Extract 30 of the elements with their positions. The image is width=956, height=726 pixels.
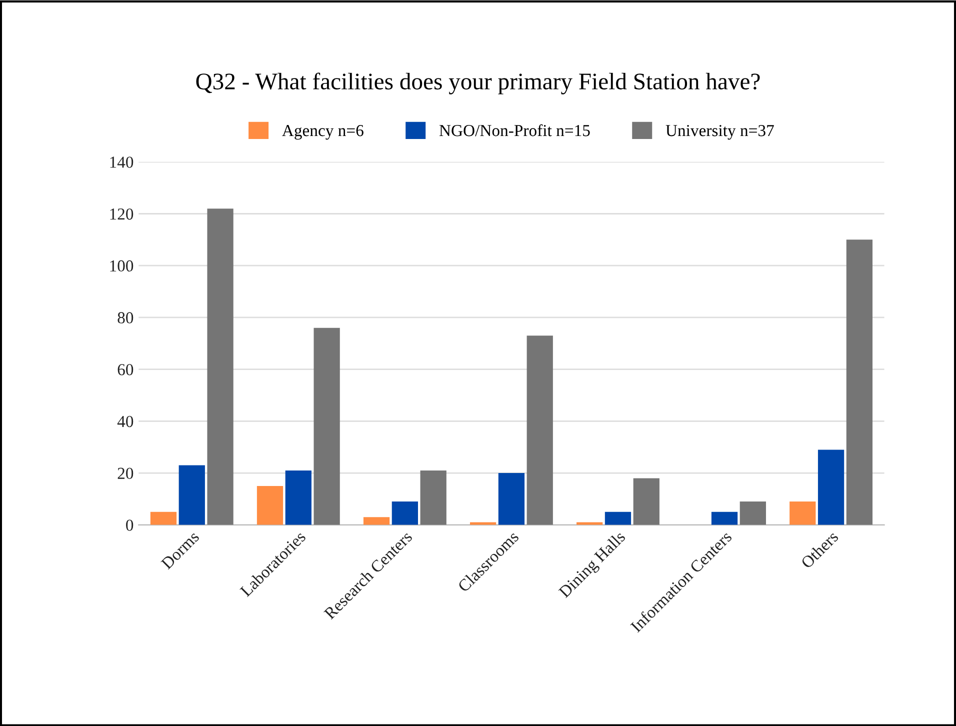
bar <box>363 517 390 525</box>
y-tick-label: 120 <box>110 208 134 220</box>
y-tick-label: 100 <box>110 260 134 272</box>
y-tick-label: 0 <box>126 520 134 531</box>
y-tick-label: 80 <box>118 312 134 324</box>
bar <box>498 473 525 525</box>
y-tick-label: 140 <box>110 156 134 168</box>
bar <box>256 486 284 525</box>
legend-label: Agency n=6 <box>282 125 364 140</box>
legend-label: NGO/Non-Profit n=15 <box>439 124 590 136</box>
bar <box>740 502 766 525</box>
bar <box>314 328 340 525</box>
y-tick-label: 20 <box>118 468 134 479</box>
bar <box>285 470 312 525</box>
bar <box>604 512 632 525</box>
bar <box>420 470 446 525</box>
bar <box>633 478 660 525</box>
legend-label: University n=37 <box>666 125 774 140</box>
chart-title: Q32 - What facilities does your primary Field Station have? <box>196 72 760 94</box>
bar <box>790 502 816 525</box>
bar <box>207 208 234 525</box>
bar <box>150 512 177 525</box>
bar <box>818 450 844 525</box>
y-tick-label: 40 <box>117 416 134 428</box>
bar <box>178 465 205 525</box>
bar <box>846 240 873 525</box>
bar <box>526 336 553 525</box>
bar <box>392 502 418 525</box>
bar <box>711 512 738 525</box>
y-tick-label: 60 <box>118 364 134 376</box>
